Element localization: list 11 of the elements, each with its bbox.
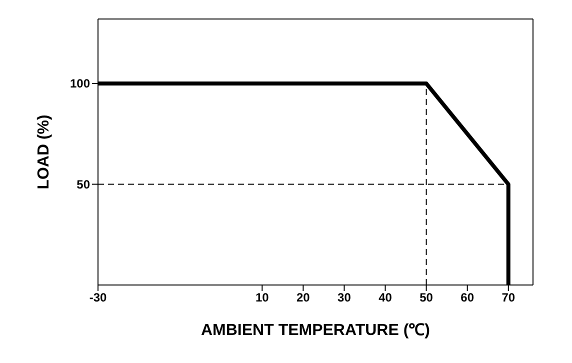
x-tick-label: 40 <box>378 290 392 305</box>
y-tick-label: 100 <box>70 76 90 91</box>
x-tick-label: 60 <box>460 290 474 305</box>
x-tick-label: 20 <box>296 290 310 305</box>
x-axis-title: AMBIENT TEMPERATURE (℃) <box>200 322 430 339</box>
x-tick-label: 50 <box>420 290 434 305</box>
y-axis-title: LOAD (%) <box>36 114 53 190</box>
x-tick-label: 30 <box>338 290 352 305</box>
x-tick-label: -30 <box>89 290 107 305</box>
x-tick-label: 10 <box>255 290 270 305</box>
x-tick-label: 70 <box>502 290 516 305</box>
